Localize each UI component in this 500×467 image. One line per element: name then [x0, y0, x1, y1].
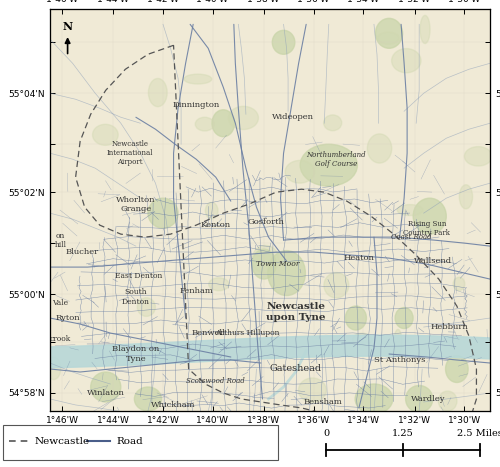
Ellipse shape	[438, 391, 457, 411]
Text: Town Moor: Town Moor	[256, 260, 300, 268]
Text: 0: 0	[323, 429, 329, 438]
Text: Road: Road	[116, 437, 143, 446]
Ellipse shape	[324, 115, 342, 131]
Text: Whickham: Whickham	[152, 401, 196, 409]
Ellipse shape	[285, 161, 314, 183]
Text: 2.5 Miles: 2.5 Miles	[457, 429, 500, 438]
Text: Arthurs Hillupon: Arthurs Hillupon	[215, 329, 280, 337]
Ellipse shape	[212, 110, 234, 137]
Text: Blucher: Blucher	[65, 248, 98, 256]
Ellipse shape	[453, 277, 465, 290]
Text: East Denton: East Denton	[115, 272, 162, 280]
Ellipse shape	[300, 144, 358, 186]
Ellipse shape	[90, 372, 121, 402]
Text: Bensham: Bensham	[304, 398, 342, 406]
Text: Scotswood Road: Scotswood Road	[186, 377, 245, 385]
Text: Rising Sun
Country Park: Rising Sun Country Park	[404, 219, 450, 237]
Ellipse shape	[464, 147, 492, 166]
Ellipse shape	[92, 124, 118, 145]
Text: South
Denton: South Denton	[122, 289, 150, 306]
Ellipse shape	[368, 134, 392, 163]
Ellipse shape	[298, 378, 326, 402]
Ellipse shape	[206, 203, 218, 219]
Text: Wideopen: Wideopen	[272, 113, 314, 121]
Ellipse shape	[195, 117, 214, 131]
Text: Winlaton: Winlaton	[87, 389, 124, 397]
Ellipse shape	[268, 251, 306, 296]
Ellipse shape	[272, 30, 295, 54]
Ellipse shape	[138, 298, 156, 316]
Text: Kenton: Kenton	[200, 221, 231, 229]
Ellipse shape	[134, 387, 162, 411]
Text: Wallsend: Wallsend	[414, 257, 452, 265]
Text: Gosforth: Gosforth	[247, 218, 284, 226]
Text: N: N	[62, 21, 72, 32]
Ellipse shape	[252, 249, 276, 279]
Text: Blaydon on
Tyne: Blaydon on Tyne	[112, 346, 160, 362]
Ellipse shape	[46, 357, 61, 380]
Text: Fenham: Fenham	[180, 287, 213, 295]
Ellipse shape	[413, 198, 446, 234]
Ellipse shape	[148, 198, 178, 228]
Text: 1.25: 1.25	[392, 429, 414, 438]
Ellipse shape	[184, 74, 212, 84]
Ellipse shape	[406, 385, 432, 412]
Ellipse shape	[324, 273, 349, 298]
Text: Ryton: Ryton	[56, 314, 80, 322]
Ellipse shape	[394, 329, 402, 355]
Ellipse shape	[376, 18, 402, 48]
Text: Newcastle: Newcastle	[35, 437, 90, 446]
Text: Gateshead: Gateshead	[270, 365, 322, 374]
Text: crook: crook	[50, 335, 71, 343]
Ellipse shape	[355, 384, 393, 414]
Text: on
hill: on hill	[54, 232, 66, 249]
Text: Vale: Vale	[52, 299, 68, 307]
Text: Northumberland
Golf Course: Northumberland Golf Course	[306, 150, 366, 168]
Ellipse shape	[395, 308, 413, 329]
Ellipse shape	[148, 78, 167, 106]
Text: Whorlton
Grange: Whorlton Grange	[116, 196, 156, 213]
Ellipse shape	[420, 15, 430, 43]
Ellipse shape	[228, 106, 258, 129]
Ellipse shape	[446, 355, 468, 382]
Ellipse shape	[392, 49, 421, 73]
Ellipse shape	[208, 278, 229, 291]
Ellipse shape	[352, 333, 372, 346]
Text: Wardley: Wardley	[411, 395, 446, 403]
Text: Dinnington: Dinnington	[172, 101, 220, 109]
Text: Benwell: Benwell	[192, 329, 225, 337]
Text: Newcastle
International
Airport: Newcastle International Airport	[106, 140, 153, 166]
Ellipse shape	[378, 32, 399, 44]
Text: Newcastle
upon Tyne: Newcastle upon Tyne	[266, 302, 326, 322]
Ellipse shape	[346, 306, 366, 330]
Text: Heaton: Heaton	[344, 254, 374, 262]
Ellipse shape	[460, 185, 472, 209]
Text: Hebburn: Hebburn	[430, 323, 468, 331]
Ellipse shape	[397, 205, 423, 216]
Text: Coast Road: Coast Road	[392, 233, 432, 241]
Ellipse shape	[252, 245, 279, 274]
Text: St Anthonys: St Anthonys	[374, 356, 426, 364]
